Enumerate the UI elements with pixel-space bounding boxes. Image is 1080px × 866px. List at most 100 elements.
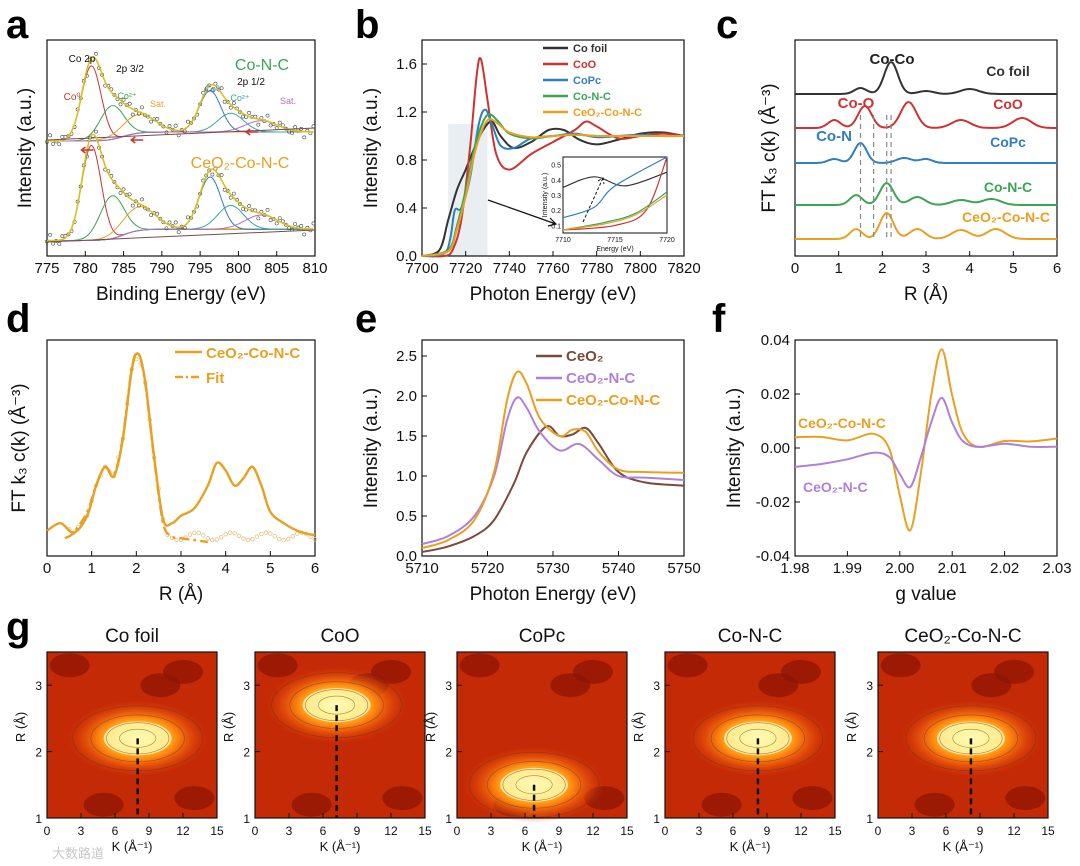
xps-envelope-top <box>46 56 314 142</box>
x-tick-label: 775 <box>34 260 59 277</box>
watermark-text: 大数路道 <box>52 846 104 862</box>
y-tick-label: 0.00 <box>761 440 790 457</box>
shift-arrow <box>129 136 144 144</box>
x-tick-label: 7800 <box>624 260 657 277</box>
x-tick-label: 4 <box>221 560 229 577</box>
x-tick-label: 12 <box>384 824 398 838</box>
xps-data-point <box>265 208 270 212</box>
xps-data-point <box>222 99 227 104</box>
heatmap-frame <box>664 651 836 819</box>
series-line-1 <box>421 57 685 258</box>
inset-line-4 <box>562 194 668 231</box>
xps-data-point <box>219 86 224 91</box>
x-tick-label: 2 <box>878 260 886 277</box>
xps-data-point <box>167 124 172 128</box>
ft-series-0 <box>795 61 1057 95</box>
xps-data-point <box>265 113 270 118</box>
xps-data-point <box>121 97 126 102</box>
fit-data-point <box>232 531 237 536</box>
heatmap-contour <box>739 728 777 748</box>
xps-data-point <box>140 105 144 110</box>
y-tick-label: 0.4 <box>396 200 417 217</box>
y-tick-label: 0.04 <box>761 332 790 349</box>
xps-data-point <box>140 197 144 202</box>
xps-data-point <box>290 131 294 135</box>
fit-data-point <box>312 537 318 542</box>
fit-data-point <box>277 536 282 542</box>
y-tick-label: -0.02 <box>756 494 790 511</box>
x-tick-label: 0 <box>454 824 461 838</box>
peak-label: Co²⁺ <box>230 93 250 103</box>
series-label: CeO₂-N-C <box>803 479 868 495</box>
xps-data-point <box>241 114 245 119</box>
x-tick-label: 2 <box>132 560 140 577</box>
x-axis-label: R (Å) <box>904 284 948 305</box>
fit-data-point <box>174 537 179 543</box>
x-tick-label: 5740 <box>602 560 635 577</box>
ft-series-3 <box>795 182 1057 206</box>
x-tick-label: 790 <box>149 260 174 277</box>
inset-y-tick-label: 0.4 <box>551 178 561 185</box>
x-tick-label: 5750 <box>667 560 700 577</box>
series-line-2 <box>421 370 685 549</box>
inset-line-3 <box>562 191 668 231</box>
fit-data-point <box>205 536 210 541</box>
x-tick-label: 7820 <box>667 260 700 277</box>
xps-data-point <box>57 142 62 147</box>
heatmap-x-label: K (Å⁻¹) <box>112 839 153 854</box>
x-tick-label: 6 <box>112 824 119 838</box>
x-tick-label: 780 <box>73 260 98 277</box>
xps-data-point <box>130 203 135 208</box>
series-label: Co foil <box>986 63 1030 79</box>
panel-letter-c: c <box>716 3 738 47</box>
y-axis-label: FT k₃ c(k) (Å⁻³) <box>759 83 780 212</box>
xps-data-point <box>94 51 98 56</box>
heatmap-y-label: R (Å) <box>221 712 236 742</box>
xps-data-point <box>149 213 154 218</box>
xps-data-point <box>57 241 62 246</box>
xps-data-point <box>228 105 233 110</box>
y-axis-label: Intensity (a.u.) <box>15 88 36 208</box>
fit-data-point <box>196 530 202 536</box>
xps-data-point <box>167 220 172 225</box>
x-tick-label: 800 <box>226 260 251 277</box>
inset-line-1 <box>562 156 668 231</box>
series-label: CoPc <box>990 134 1026 150</box>
xps-data-point <box>66 134 71 139</box>
y-tick-label: 1 <box>445 812 452 826</box>
data-line <box>46 352 316 536</box>
inset-dashed-arrow <box>582 177 605 223</box>
xps-data-point <box>256 122 261 127</box>
peak-label: Co²⁺ <box>117 91 137 101</box>
bond-label: Co-O <box>838 95 875 112</box>
xps-data-point <box>155 211 160 216</box>
x-axis-label: Binding Energy (eV) <box>96 284 266 305</box>
xps-data-point <box>277 216 282 221</box>
series-label: CoO <box>993 96 1023 112</box>
xps-data-point <box>127 101 132 106</box>
ft-series-2 <box>795 142 1057 164</box>
xps-data-point <box>231 101 236 105</box>
x-tick-label: 15 <box>620 824 634 838</box>
y-tick-label: 3 <box>445 679 452 693</box>
x-tick-label: 6 <box>943 824 950 838</box>
x-tick-label: 1.99 <box>833 560 862 577</box>
x-tick-label: 7760 <box>536 260 569 277</box>
x-axis-label: g value <box>895 584 956 605</box>
x-tick-label: 9 <box>764 824 771 838</box>
xps-data-point <box>185 119 190 124</box>
heatmap-y-label: R (Å) <box>13 712 28 742</box>
peak-label: Sat. <box>280 96 296 106</box>
heatmap-title: CeO₂-Co-N-C <box>904 626 1021 647</box>
legend-label: CeO₂-Co-N-C <box>573 107 642 119</box>
peak-label: 2p 3/2 <box>116 64 144 75</box>
y-tick-label: 2 <box>35 746 42 760</box>
peak-label: Co⁰ <box>204 84 220 94</box>
heatmap-title: CoPc <box>519 626 565 647</box>
fit-data-point <box>241 536 246 541</box>
xps-data-point <box>216 87 221 92</box>
xps-data-point <box>176 230 181 234</box>
